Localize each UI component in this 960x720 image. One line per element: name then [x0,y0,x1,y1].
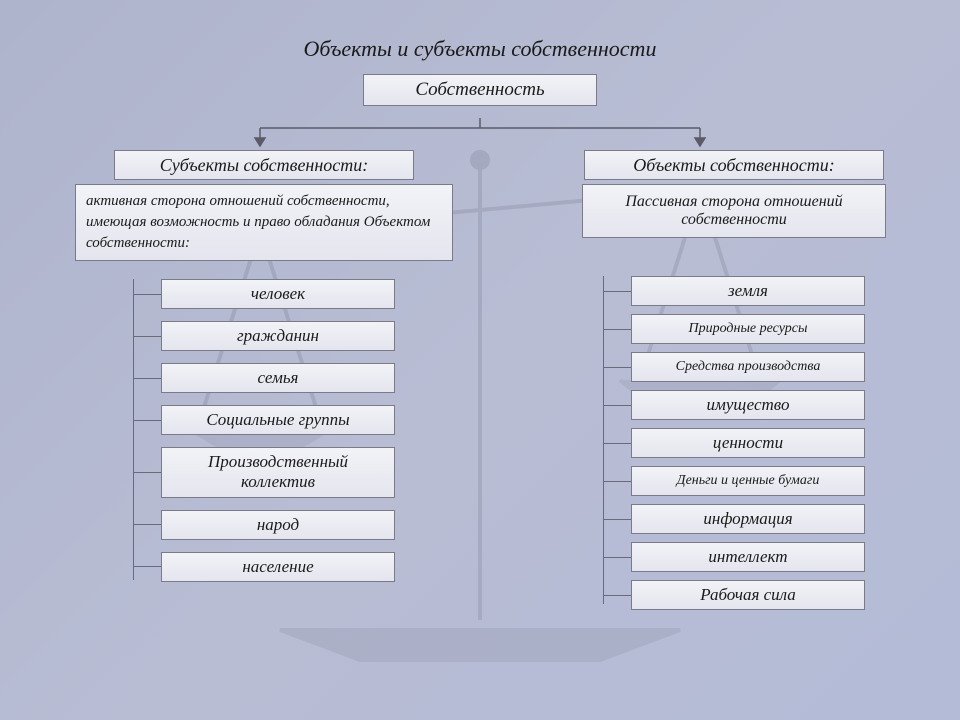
connector-tick [133,336,161,337]
subject-item-row: семья [133,363,395,393]
connector-tick [133,294,161,295]
connector-tick [603,443,631,444]
subjects-items: человек гражданин семья Социальные группы Пр… [133,279,395,594]
objects-description: Пассивная сторона отношений собственност… [582,184,886,238]
object-item: Природные ресурсы [631,314,865,344]
object-item: Средства производства [631,352,865,382]
subjects-column: Субъекты собственности: активная сторона… [74,150,454,618]
connector-tick [603,557,631,558]
object-item-row: Природные ресурсы [603,314,865,344]
object-item-row: информация [603,504,865,534]
connector-tick [133,378,161,379]
connector-tick [133,566,161,567]
connector-tick [603,519,631,520]
subject-item: семья [161,363,395,393]
objects-header: Объекты собственности: [584,150,884,180]
diagram-title: Объекты и субъекты собственности [0,0,960,74]
object-item-row: ценности [603,428,865,458]
object-item-row: земля [603,276,865,306]
subjects-description: активная сторона отношений собственности… [75,184,453,261]
subjects-connector-line [133,279,134,580]
connector-tick [603,329,631,330]
subjects-header: Субъекты собственности: [114,150,414,180]
connector-tick [603,481,631,482]
object-item: интеллект [631,542,865,572]
subject-item: Социальные группы [161,405,395,435]
objects-items: земля Природные ресурсы Средства производс… [603,276,865,618]
subject-item-row: Социальные группы [133,405,395,435]
subject-item: Производственный коллектив [161,447,395,498]
object-item: Рабочая сила [631,580,865,610]
object-item-row: интеллект [603,542,865,572]
objects-column: Объекты собственности: Пассивная сторона… [578,150,890,618]
object-item-row: Средства производства [603,352,865,382]
connector-tick [603,367,631,368]
object-item: Деньги и ценные бумаги [631,466,865,496]
connector-tick [603,405,631,406]
connector-tick [133,420,161,421]
object-item-row: имущество [603,390,865,420]
connector-tick [603,595,631,596]
subject-item: население [161,552,395,582]
object-item-row: Деньги и ценные бумаги [603,466,865,496]
connector-tick [603,291,631,292]
subject-item: народ [161,510,395,540]
subject-item-row: человек [133,279,395,309]
connector-tick [133,472,161,473]
connector-tick [133,524,161,525]
object-item: земля [631,276,865,306]
subject-item: человек [161,279,395,309]
subject-item-row: население [133,552,395,582]
subject-item-row: народ [133,510,395,540]
object-item-row: Рабочая сила [603,580,865,610]
subject-item-row: гражданин [133,321,395,351]
object-item: ценности [631,428,865,458]
object-item: имущество [631,390,865,420]
object-item: информация [631,504,865,534]
subject-item: гражданин [161,321,395,351]
root-node: Собственность [363,74,597,106]
subject-item-row: Производственный коллектив [133,447,395,498]
objects-connector-line [603,276,604,604]
